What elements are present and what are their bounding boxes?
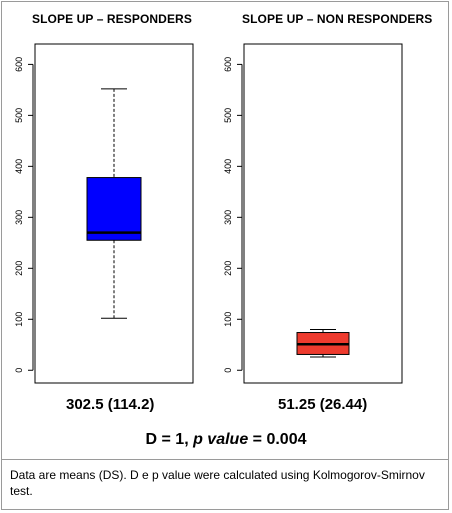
plot-border bbox=[243, 43, 403, 384]
boxplot-panels: 0 100 200 300 400 500 600 0 100 200 300 400 500 600 bbox=[14, 43, 403, 384]
y-tick-label: 200 bbox=[14, 261, 24, 276]
summary-non-responders: 51.25 (26.44) bbox=[278, 396, 368, 413]
y-tick-label: 100 bbox=[223, 312, 233, 327]
test-suffix: = 0.004 bbox=[248, 431, 307, 448]
divider bbox=[1, 459, 449, 460]
y-tick-label: 400 bbox=[223, 159, 233, 174]
test-p-label: p value bbox=[193, 431, 249, 448]
y-tick-label: 100 bbox=[14, 312, 24, 327]
y-tick-label: 0 bbox=[223, 368, 233, 373]
summary-responders: 302.5 (114.2) bbox=[66, 396, 155, 413]
iqr-box bbox=[86, 177, 142, 241]
y-tick-label: 600 bbox=[14, 57, 24, 72]
y-tick-label: 0 bbox=[14, 368, 24, 373]
plot-border bbox=[34, 43, 194, 384]
y-tick-label: 400 bbox=[14, 159, 24, 174]
footnote: Data are means (DS). D e p value were ca… bbox=[10, 468, 425, 498]
y-tick-label: 500 bbox=[223, 108, 233, 123]
test-prefix: D = 1, bbox=[145, 431, 194, 448]
y-tick-label: 500 bbox=[14, 108, 24, 123]
panel-title-responders: SLOPE UP – RESPONDERS bbox=[32, 12, 192, 26]
y-tick-label: 200 bbox=[223, 261, 233, 276]
y-tick-label: 300 bbox=[14, 210, 24, 225]
y-tick-label: 300 bbox=[223, 210, 233, 225]
y-tick-label: 600 bbox=[223, 57, 233, 72]
panel-title-non-responders: SLOPE UP – NON RESPONDERS bbox=[242, 12, 433, 26]
test-result: D = 1, p value = 0.004 bbox=[0, 431, 452, 449]
